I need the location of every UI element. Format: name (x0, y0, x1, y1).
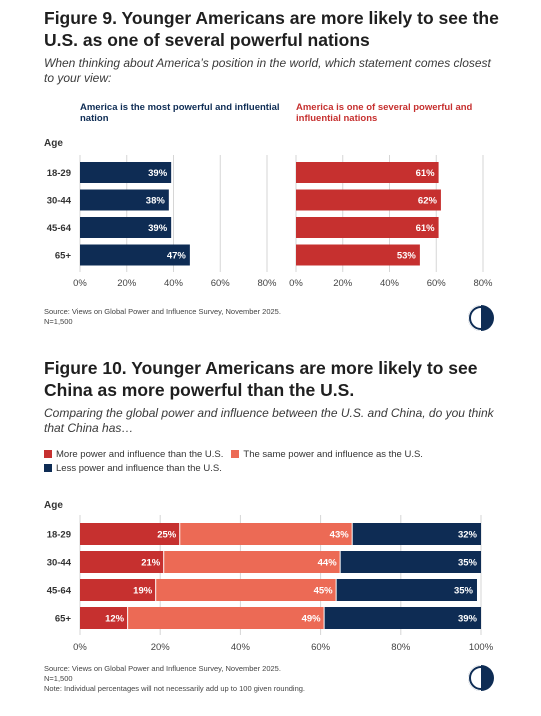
figure9-sample-size: N=1,500 (44, 317, 73, 326)
data-label: 43% (330, 530, 350, 541)
legend-item: The same power and influence as the U.S. (231, 448, 423, 462)
right-data-label: 61% (416, 168, 436, 179)
figure9-subtitle: When thinking about America’s position i… (44, 56, 491, 85)
right-bar (296, 244, 420, 266)
figure10-title: Figure 10. Younger Americans are more li… (44, 358, 478, 400)
stacked-bar-segment (180, 523, 352, 545)
legend-swatch (44, 450, 52, 458)
data-label: 25% (157, 530, 177, 541)
figure10-source-text: Source: Views on Global Power and Influe… (44, 664, 281, 673)
stacked-bar-segment (128, 607, 324, 629)
figure10-subtitle: Comparing the global power and influence… (44, 406, 494, 435)
right-bar (296, 162, 439, 183)
stacked-bar-segment (80, 523, 180, 545)
right-tick-label: 40% (380, 278, 400, 289)
age-category-label: 45-64 (47, 223, 72, 234)
data-label: 32% (458, 530, 478, 541)
left-data-label: 38% (146, 196, 166, 207)
age-category-label: 30-44 (47, 558, 72, 569)
figure10-chart: 0% 20% 40% 60% 80% 100% 18-29 25% 43% 32% 30-44 21%… (47, 515, 494, 653)
stacked-bar-segment (80, 579, 156, 601)
data-label: 12% (105, 614, 125, 625)
figure9-title: Figure 9. Younger Americans are more lik… (44, 8, 499, 50)
legend-item: Less power and influence than the U.S. (44, 462, 222, 476)
tick-label: 60% (311, 642, 331, 653)
left-bar (80, 217, 172, 238)
data-label: 49% (302, 614, 322, 625)
stacked-bar-segment (352, 523, 481, 545)
age-category-label: 45-64 (47, 586, 72, 597)
tick-label: 20% (151, 642, 171, 653)
legend-item: More power and influence than the U.S. (44, 448, 223, 462)
left-tick-label: 0% (73, 278, 87, 289)
figure9-source-text: Source: Views on Global Power and Influe… (44, 307, 281, 316)
left-bar (80, 162, 172, 183)
figure10-source: Source: Views on Global Power and Influe… (44, 664, 424, 694)
legend-label: The same power and influence as the U.S. (243, 449, 423, 460)
legend-swatch (231, 450, 240, 458)
brand-logo-icon (468, 305, 494, 331)
figure9-right-heading: America is one of several powerful and i… (296, 102, 473, 124)
figure10-legend: More power and influence than the U.S. Th… (44, 448, 484, 476)
right-tick-label: 0% (289, 278, 303, 289)
stacked-bar-segment (80, 607, 128, 629)
stacked-bar-segment (80, 551, 164, 573)
stacked-bar-segment (336, 579, 477, 601)
right-data-label: 61% (416, 223, 436, 234)
age-category-label: 65+ (55, 614, 72, 625)
brand-logo-icon (468, 665, 494, 691)
left-tick-label: 60% (211, 278, 231, 289)
left-bar (80, 244, 190, 266)
stacked-bar-segment (164, 551, 340, 573)
left-tick-label: 40% (164, 278, 184, 289)
legend-swatch (44, 464, 52, 472)
age-category-label: 18-29 (47, 530, 71, 541)
legend-label: Less power and influence than the U.S. (56, 463, 222, 474)
age-category-label: 18-29 (47, 168, 71, 179)
tick-label: 80% (391, 642, 411, 653)
left-tick-label: 20% (117, 278, 137, 289)
left-data-label: 39% (148, 223, 168, 234)
figure9-chart: 0% 20% 40% 60% 80% 39% 38% 39% 47% 0% 20% 40% 60% 80%… (47, 155, 493, 289)
stacked-bar-segment (324, 607, 481, 629)
figure9-age-heading: Age (44, 138, 63, 149)
tick-label: 100% (469, 642, 494, 653)
data-label: 19% (133, 586, 153, 597)
tick-label: 0% (73, 642, 87, 653)
right-data-label: 62% (418, 196, 438, 207)
figure9-left-heading: America is the most powerful and influen… (80, 102, 280, 124)
figure10-age-heading: Age (44, 500, 63, 511)
stacked-bar-segment (156, 579, 336, 601)
right-tick-label: 60% (427, 278, 447, 289)
data-label: 44% (318, 558, 338, 569)
right-bar (296, 189, 441, 211)
left-tick-label: 80% (257, 278, 277, 289)
figure10-note: Note: Individual percentages will not ne… (44, 684, 305, 693)
figure9-source: Source: Views on Global Power and Influe… (44, 307, 424, 327)
age-category-label: 30-44 (47, 196, 72, 207)
right-tick-label: 80% (473, 278, 493, 289)
data-label: 45% (314, 586, 334, 597)
left-data-label: 39% (148, 168, 168, 179)
legend-label: More power and influence than the U.S. (56, 449, 224, 460)
right-tick-label: 20% (333, 278, 353, 289)
data-label: 39% (458, 614, 478, 625)
data-label: 21% (141, 558, 161, 569)
figure10-sample-size: N=1,500 (44, 674, 73, 683)
right-data-label: 53% (397, 251, 417, 262)
left-data-label: 47% (167, 251, 187, 262)
right-bar (296, 217, 439, 238)
left-bar (80, 189, 169, 211)
stacked-bar-segment (340, 551, 481, 573)
data-label: 35% (458, 558, 478, 569)
age-category-label: 65+ (55, 251, 72, 262)
data-label: 35% (454, 586, 474, 597)
tick-label: 40% (231, 642, 251, 653)
